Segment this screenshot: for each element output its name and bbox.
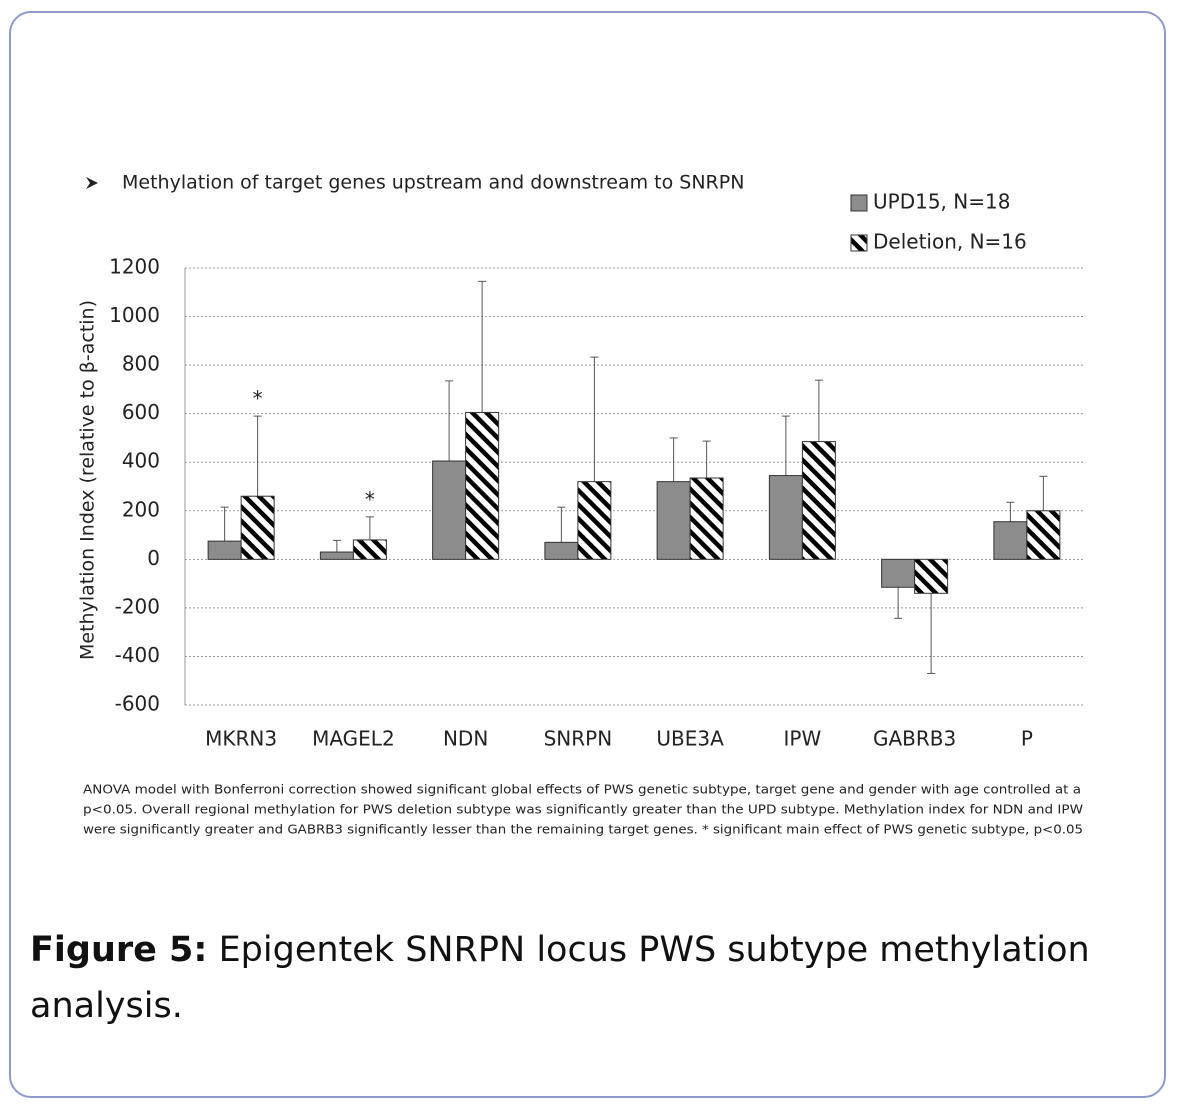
caption-label: Figure 5: bbox=[30, 930, 208, 970]
bar bbox=[240, 495, 275, 560]
caption: Figure 5: Epigentek SNRPN locus PWS subt… bbox=[30, 922, 1140, 1034]
bar bbox=[352, 539, 387, 560]
legend-label: Deletion, N=16 bbox=[873, 230, 1027, 254]
bar bbox=[1026, 510, 1061, 560]
bar bbox=[881, 558, 916, 588]
x-tick-label: MAGEL2 bbox=[312, 727, 395, 751]
x-tick-label: UBE3A bbox=[656, 727, 724, 751]
footnote-line: ANOVA model with Bonferroni correction s… bbox=[83, 783, 1081, 797]
footnote-line: p<0.05. Overall regional methylation for… bbox=[83, 803, 1083, 817]
caption-text: Epigentek SNRPN locus PWS subtype methyl… bbox=[30, 930, 1090, 1026]
bar bbox=[993, 521, 1028, 560]
x-tick-label: GABRB3 bbox=[873, 727, 956, 751]
x-tick-label: SNRPN bbox=[544, 727, 613, 751]
legend-label: UPD15, N=18 bbox=[873, 190, 1010, 214]
x-tick-label: MKRN3 bbox=[205, 727, 277, 751]
x-tick-label: NDN bbox=[443, 727, 488, 751]
legend-swatch bbox=[850, 234, 868, 252]
subtitle: Methylation of target genes upstream and… bbox=[122, 172, 744, 194]
bar bbox=[207, 540, 242, 560]
significance-marker: * bbox=[365, 487, 375, 511]
bar bbox=[689, 477, 724, 560]
figure-frame bbox=[9, 11, 1166, 1098]
bar bbox=[656, 481, 691, 560]
y-tick-label: -600 bbox=[115, 692, 160, 716]
bar bbox=[432, 460, 467, 560]
bar bbox=[319, 551, 354, 560]
y-tick-label: 400 bbox=[122, 449, 160, 473]
y-tick-label: 1200 bbox=[109, 255, 160, 279]
footnote-line: were significantly greater and GABRB3 si… bbox=[83, 823, 1083, 837]
bar bbox=[577, 481, 612, 560]
y-tick-label: -400 bbox=[115, 643, 160, 667]
bar bbox=[914, 558, 949, 594]
bar bbox=[544, 541, 579, 560]
y-tick-label: 200 bbox=[122, 497, 160, 521]
bullet-arrow bbox=[86, 177, 98, 189]
y-tick-label: 800 bbox=[122, 352, 160, 376]
significance-marker: * bbox=[253, 387, 263, 411]
y-tick-label: 0 bbox=[147, 546, 160, 570]
y-tick-label: 600 bbox=[122, 400, 160, 424]
bar bbox=[768, 475, 803, 560]
y-tick-label: -200 bbox=[115, 594, 160, 618]
legend-swatch bbox=[850, 194, 868, 212]
y-tick-label: 1000 bbox=[109, 303, 160, 327]
x-tick-label: IPW bbox=[784, 727, 822, 751]
bar bbox=[801, 441, 836, 560]
x-tick-label: P bbox=[1021, 727, 1033, 751]
y-axis-title: Methylation Index (relative to β-actin) bbox=[77, 300, 99, 660]
bar bbox=[465, 411, 500, 560]
